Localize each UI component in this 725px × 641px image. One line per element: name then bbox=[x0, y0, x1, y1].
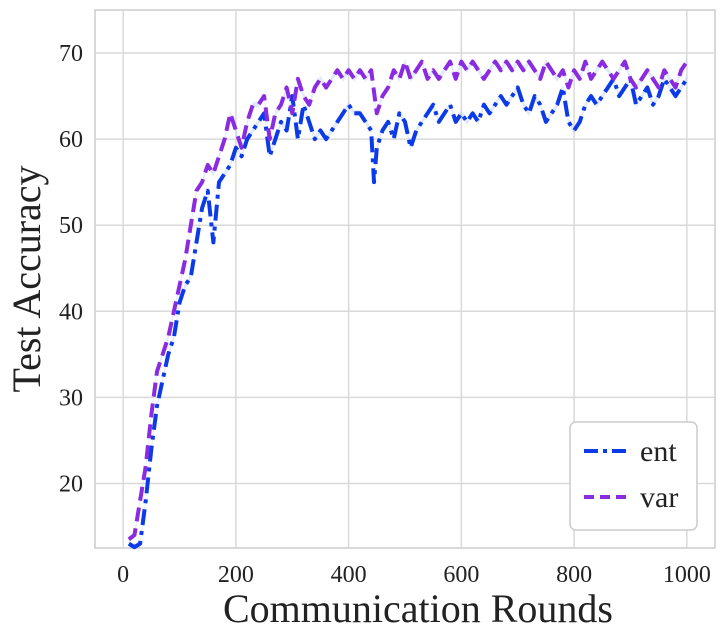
series-layer bbox=[127, 58, 689, 551]
legend: ent var bbox=[569, 421, 698, 531]
x-tick-label: 0 bbox=[117, 562, 129, 588]
y-tick-label: 20 bbox=[59, 471, 83, 497]
series-ent-line bbox=[127, 76, 689, 550]
legend-label-ent: ent bbox=[640, 435, 677, 468]
x-tick-label: 400 bbox=[331, 562, 367, 588]
y-axis-title: Test Accuracy bbox=[4, 165, 49, 392]
y-tick-label: 30 bbox=[59, 385, 83, 411]
legend-box bbox=[569, 421, 698, 531]
y-tick-label: 70 bbox=[59, 41, 83, 67]
x-tick-label: 800 bbox=[556, 562, 592, 588]
x-tick-label: 200 bbox=[218, 562, 254, 588]
legend-label-var: var bbox=[640, 481, 678, 514]
tick-labels: 0 200 400 600 800 1000 20 30 40 50 60 70 bbox=[59, 41, 711, 588]
y-tick-label: 40 bbox=[59, 299, 83, 325]
x-tick-label: 1000 bbox=[663, 562, 711, 588]
x-axis-title: Communication Rounds bbox=[223, 586, 613, 631]
y-tick-label: 50 bbox=[59, 213, 83, 239]
x-tick-label: 600 bbox=[443, 562, 479, 588]
series-var-line bbox=[127, 59, 689, 541]
y-tick-label: 60 bbox=[59, 127, 83, 153]
